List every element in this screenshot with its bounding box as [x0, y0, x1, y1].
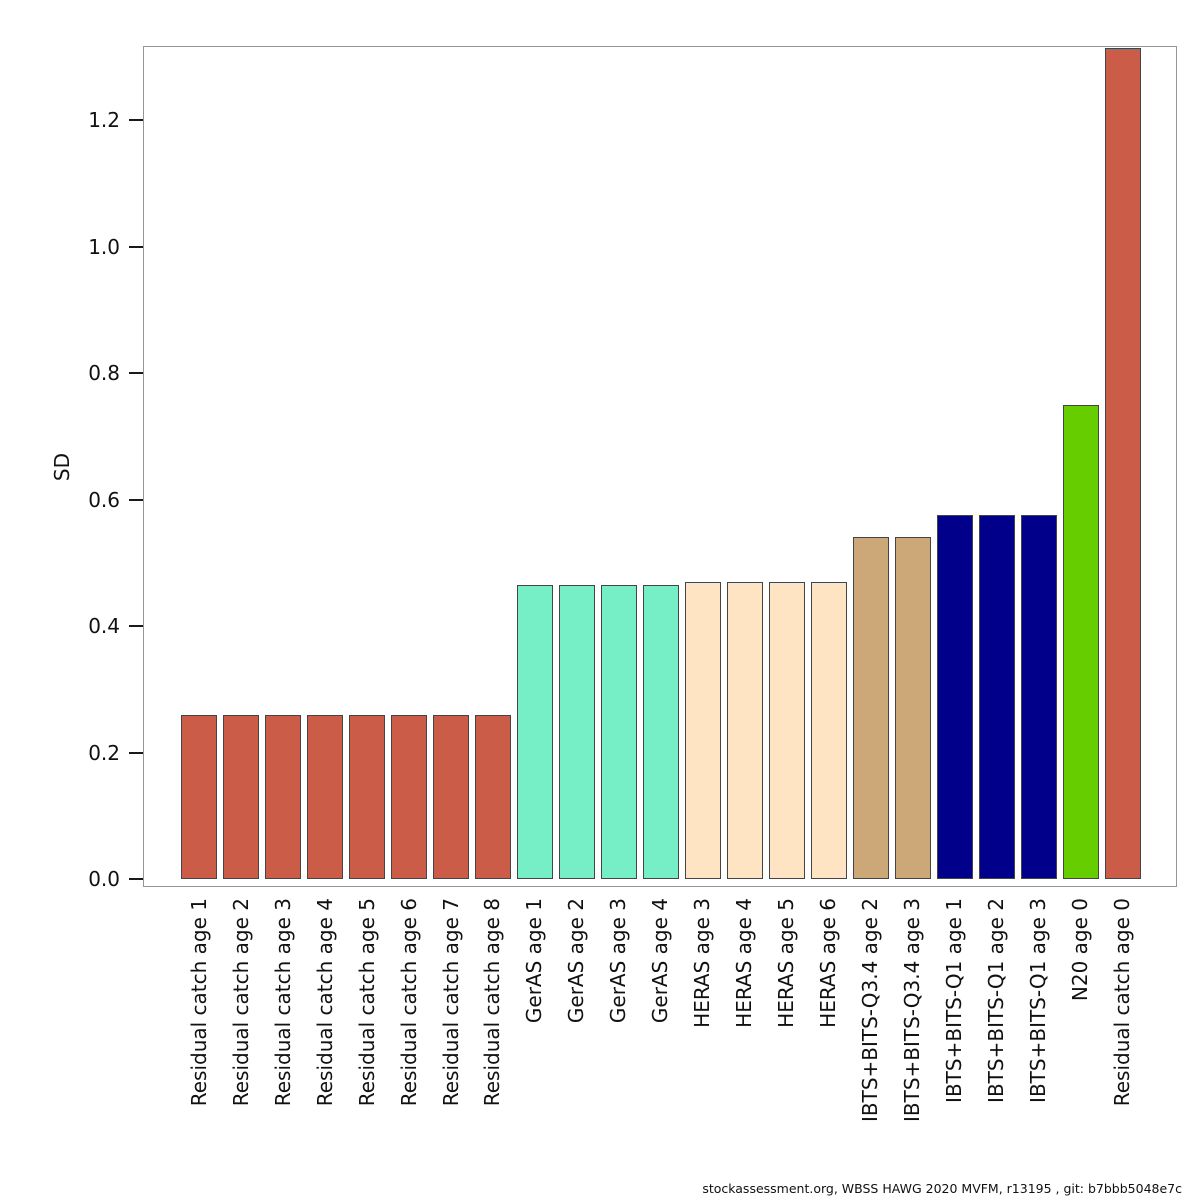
bar [600, 585, 638, 879]
x-axis-label-cell: Residual catch age 0 [1105, 898, 1141, 1158]
bar [264, 715, 302, 879]
x-axis-label-cell: HERAS age 3 [685, 898, 721, 1158]
x-axis-label: Residual catch age 8 [480, 898, 505, 1107]
x-axis-label: Residual catch age 3 [270, 898, 295, 1107]
x-axis-label-cell: HERAS age 4 [727, 898, 763, 1158]
bar [306, 715, 344, 879]
bars [181, 48, 1141, 879]
x-axis-label-cell: GerAS age 3 [601, 898, 637, 1158]
x-axis-label: HERAS age 4 [732, 898, 757, 1028]
x-axis-label-cell: IBTS+BITS-Q1 age 1 [937, 898, 973, 1158]
bar [1104, 48, 1141, 879]
plot-frame [143, 46, 1177, 887]
x-axis-label-cell: GerAS age 2 [559, 898, 595, 1158]
x-axis-label: IBTS+BITS-Q1 age 2 [984, 898, 1009, 1103]
bar [390, 715, 428, 879]
x-axis-label-cell: HERAS age 6 [811, 898, 847, 1158]
x-axis-label: Residual catch age 4 [312, 898, 337, 1107]
y-axis-title: SD [50, 452, 74, 482]
x-axis-label: HERAS age 3 [690, 898, 715, 1028]
footer-note: stockassessment.org, WBSS HAWG 2020 MVFM… [702, 1181, 1182, 1196]
x-axis-label: Residual catch age 1 [186, 898, 211, 1107]
x-axis-label-cell: HERAS age 5 [769, 898, 805, 1158]
x-axis-label-cell: GerAS age 4 [643, 898, 679, 1158]
y-axis-tick [129, 751, 143, 754]
x-axis-label: GerAS age 1 [522, 898, 547, 1024]
x-axis-label-cell: Residual catch age 7 [433, 898, 469, 1158]
bar [684, 582, 721, 879]
x-axis-label-cell: N20 age 0 [1063, 898, 1099, 1158]
bar [1020, 515, 1057, 879]
x-axis-label: Residual catch age 6 [396, 898, 421, 1107]
x-axis-label: GerAS age 2 [564, 898, 589, 1024]
bar [558, 585, 596, 879]
y-axis-tick [129, 498, 143, 501]
x-axis-label: N20 age 0 [1068, 898, 1093, 1002]
bar [894, 537, 931, 879]
x-axis-label-cell: IBTS+BITS-Q3.4 age 2 [853, 898, 889, 1158]
x-axis-label-cell: IBTS+BITS-Q1 age 3 [1021, 898, 1057, 1158]
x-axis-label: GerAS age 4 [648, 898, 673, 1024]
x-axis-label: HERAS age 5 [774, 898, 799, 1028]
bar [1062, 405, 1099, 879]
y-axis-tick-label: 0.2 [88, 740, 120, 765]
x-axis-label: GerAS age 3 [606, 898, 631, 1024]
x-axis-label: Residual catch age 5 [354, 898, 379, 1107]
bar [810, 582, 847, 879]
x-axis-label: IBTS+BITS-Q3.4 age 2 [858, 898, 883, 1123]
bar [348, 715, 386, 879]
x-axis-label-cell: Residual catch age 5 [349, 898, 385, 1158]
y-axis-tick-label: 0.4 [88, 614, 120, 638]
y-axis-tick [129, 878, 143, 880]
bar [978, 515, 1015, 879]
x-axis-label-cell: IBTS+BITS-Q3.4 age 3 [895, 898, 931, 1158]
x-axis-label: Residual catch age 7 [438, 898, 463, 1107]
x-axis-label: IBTS+BITS-Q1 age 1 [942, 898, 967, 1103]
bar [852, 537, 889, 879]
x-axis-label: IBTS+BITS-Q3.4 age 3 [900, 898, 925, 1123]
y-axis-tick-label: 1.2 [88, 108, 120, 132]
x-axis-label-cell: Residual catch age 3 [265, 898, 301, 1158]
bar [642, 585, 680, 879]
y-axis-tick [129, 372, 143, 374]
bar [432, 715, 470, 879]
bar [768, 582, 805, 879]
x-axis-label: Residual catch age 2 [228, 898, 253, 1107]
x-axis-label: Residual catch age 0 [1110, 898, 1135, 1107]
bar [726, 582, 763, 879]
x-axis-label: HERAS age 6 [816, 898, 841, 1028]
x-axis-label-cell: Residual catch age 8 [475, 898, 511, 1158]
x-axis-label-cell: Residual catch age 2 [223, 898, 259, 1158]
bar [936, 515, 973, 879]
y-axis-tick [129, 245, 143, 248]
x-axis-labels: Residual catch age 1 Residual catch age 2… [181, 898, 1141, 1158]
bar [474, 715, 512, 879]
x-axis-label-cell: Residual catch age 1 [181, 898, 217, 1158]
y-axis-tick-label: 0.6 [88, 487, 120, 512]
x-axis-label: IBTS+BITS-Q1 age 3 [1026, 898, 1051, 1103]
x-axis-label-cell: GerAS age 1 [517, 898, 553, 1158]
y-axis-tick [129, 625, 143, 627]
bar [516, 585, 554, 879]
y-axis-tick-label: 0.0 [88, 867, 120, 891]
y-axis-tick-label: 0.8 [88, 361, 120, 385]
bar [222, 715, 260, 879]
bar [181, 715, 218, 879]
x-axis-label-cell: Residual catch age 4 [307, 898, 343, 1158]
x-axis-label-cell: Residual catch age 6 [391, 898, 427, 1158]
y-axis-tick-label: 1.0 [88, 234, 120, 259]
x-axis-label-cell: IBTS+BITS-Q1 age 2 [979, 898, 1015, 1158]
y-axis-tick [129, 119, 143, 121]
